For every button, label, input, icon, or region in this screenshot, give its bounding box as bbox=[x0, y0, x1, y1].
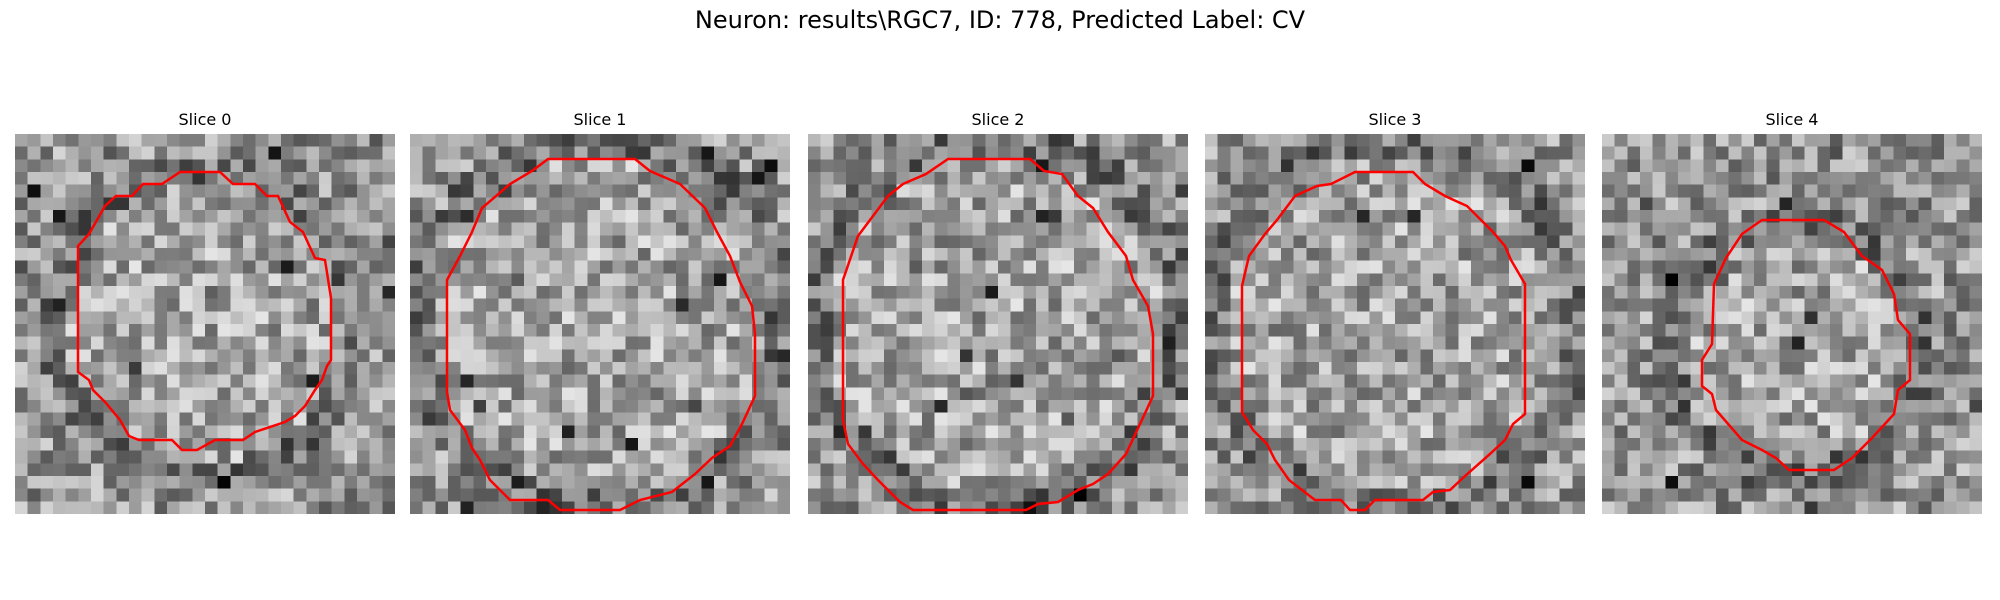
slice-title: Slice 1 bbox=[573, 110, 627, 129]
roi-contour-line bbox=[1700, 218, 1912, 472]
roi-contour bbox=[1240, 170, 1527, 512]
roi-contour bbox=[445, 157, 757, 512]
slice-title: Slice 2 bbox=[971, 110, 1025, 129]
slice-image bbox=[1205, 134, 1585, 514]
roi-contour-line bbox=[445, 157, 757, 512]
roi-contour-line bbox=[76, 170, 333, 452]
roi-contour bbox=[76, 170, 333, 452]
slice-title: Slice 4 bbox=[1765, 110, 1819, 129]
slice-image bbox=[808, 134, 1188, 514]
roi-contour-line bbox=[1240, 170, 1527, 512]
slice-title: Slice 3 bbox=[1368, 110, 1422, 129]
roi-contour bbox=[841, 157, 1155, 512]
roi-contour-line bbox=[841, 157, 1155, 512]
roi-contour bbox=[1700, 218, 1912, 472]
figure-title: Neuron: results\RGC7, ID: 778, Predicted… bbox=[694, 6, 1306, 34]
slice-title: Slice 0 bbox=[178, 110, 232, 129]
slice-image bbox=[1602, 134, 1982, 514]
